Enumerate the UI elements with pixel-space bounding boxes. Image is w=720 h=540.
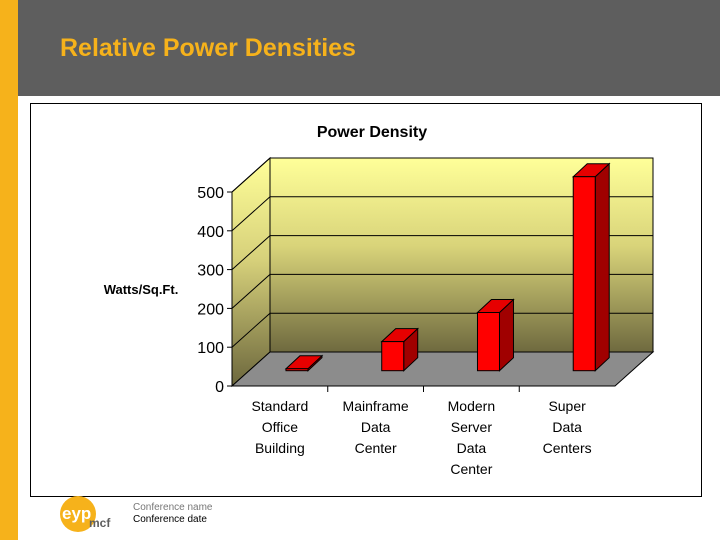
y-tick-label: 300 [197, 263, 224, 280]
gridline [231, 235, 653, 270]
left-accent-stripe [0, 0, 18, 540]
y-axis-label: Watts/Sq.Ft. [104, 282, 179, 297]
bar-side [594, 162, 610, 372]
footer-text: Conference name Conference date [133, 502, 213, 526]
gridline [231, 312, 653, 348]
y-tick-label: 100 [197, 340, 224, 357]
eyp-mcf-logo: eyp mcf [60, 496, 111, 532]
header-bar [18, 0, 720, 96]
gridline [231, 196, 653, 232]
bar [381, 341, 405, 372]
y-tick-label: 500 [197, 185, 224, 202]
bar [572, 176, 596, 372]
y-tick-label: 200 [197, 301, 224, 318]
bar [476, 312, 500, 372]
x-tick-label: Mainframe Data Center [343, 398, 409, 456]
x-tick-label: Modern Server Data Center [448, 398, 495, 477]
bar [285, 368, 309, 372]
y-tick-label: 0 [215, 379, 224, 396]
conference-name: Conference name [133, 502, 213, 513]
logo-text-mcf: mcf [89, 516, 111, 530]
gridline [231, 157, 653, 193]
gridline [231, 273, 653, 309]
chart-title: Power Density [317, 124, 427, 141]
conference-date: Conference date [133, 514, 207, 525]
chart-side-wall [231, 156, 271, 388]
x-tick-label: Super Data Centers [543, 398, 592, 456]
logo-text-eyp: eyp [62, 504, 91, 523]
slide-title: Relative Power Densities [60, 34, 356, 62]
y-tick-label: 400 [197, 224, 224, 241]
x-tick-label: Standard Office Building [251, 398, 308, 456]
